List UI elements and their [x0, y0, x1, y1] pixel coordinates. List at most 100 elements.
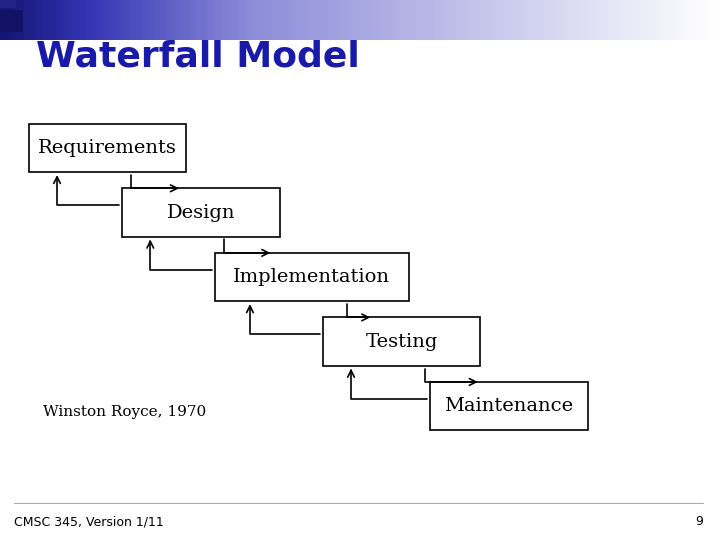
Bar [672, 0, 675, 40]
Bar [45, 0, 49, 40]
Bar [296, 0, 300, 40]
Bar [237, 0, 239, 40]
Bar [619, 0, 622, 40]
Bar [371, 0, 374, 40]
Bar [521, 0, 524, 40]
Bar [36, 0, 39, 40]
Bar [129, 0, 132, 40]
Bar [196, 0, 199, 40]
Bar [353, 0, 357, 40]
Bar [497, 0, 500, 40]
Bar [366, 0, 369, 40]
Bar [294, 0, 297, 40]
Bar [328, 0, 331, 40]
Bar [148, 0, 151, 40]
Bar [52, 0, 56, 40]
Bar [206, 0, 209, 40]
Bar [604, 0, 608, 40]
Bar [715, 0, 717, 40]
Bar [122, 0, 125, 40]
Bar [310, 0, 314, 40]
Bar [624, 0, 627, 40]
Bar [483, 0, 486, 40]
Bar [504, 0, 508, 40]
Bar [253, 0, 257, 40]
Bar [387, 0, 390, 40]
Bar [652, 0, 655, 40]
Bar [404, 0, 407, 40]
Bar [690, 0, 694, 40]
Bar [153, 0, 156, 40]
Bar [88, 0, 92, 40]
Bar [368, 0, 371, 40]
Bar [397, 0, 400, 40]
Bar [473, 0, 476, 40]
Bar [597, 0, 601, 40]
Bar [373, 0, 376, 40]
Bar [179, 0, 182, 40]
Bar [445, 0, 447, 40]
Text: Design: Design [166, 203, 235, 222]
Bar [647, 0, 651, 40]
Bar [514, 0, 517, 40]
Bar [280, 0, 282, 40]
Bar [315, 0, 318, 40]
Bar [356, 0, 359, 40]
Bar [215, 0, 218, 40]
Bar [698, 0, 701, 40]
Bar [380, 0, 383, 40]
Bar [105, 0, 108, 40]
Bar [394, 0, 397, 40]
Bar [667, 0, 670, 40]
Bar [323, 317, 480, 366]
Bar [93, 0, 96, 40]
Bar [500, 0, 503, 40]
Bar [160, 0, 163, 40]
Bar [409, 0, 412, 40]
Bar [710, 0, 713, 40]
Bar [681, 0, 684, 40]
Bar [552, 0, 555, 40]
Bar [571, 0, 574, 40]
Bar [222, 0, 225, 40]
Bar [468, 0, 472, 40]
Bar [246, 0, 250, 40]
Bar [308, 0, 311, 40]
Bar [7, 0, 10, 40]
Bar [640, 0, 644, 40]
Bar [299, 0, 302, 40]
Bar [708, 0, 711, 40]
Bar [323, 0, 326, 40]
Bar [566, 0, 569, 40]
Bar [423, 0, 426, 40]
Bar [660, 0, 663, 40]
Bar [12, 0, 15, 40]
Bar [234, 0, 237, 40]
Bar [81, 0, 85, 40]
Bar [399, 0, 402, 40]
Bar [203, 0, 206, 40]
Bar [84, 0, 87, 40]
Bar [583, 0, 587, 40]
Bar [450, 0, 452, 40]
Bar [289, 0, 293, 40]
Bar [554, 0, 558, 40]
Bar [559, 0, 562, 40]
Bar [2, 0, 6, 40]
Bar [617, 0, 619, 40]
Bar [586, 0, 589, 40]
Bar [435, 0, 438, 40]
Bar [143, 0, 146, 40]
Bar [0, 0, 3, 40]
Bar [574, 0, 576, 40]
Bar [91, 0, 94, 40]
Bar [260, 0, 264, 40]
Bar [5, 0, 8, 40]
Bar [418, 0, 422, 40]
Bar [60, 0, 63, 40]
Bar [50, 0, 53, 40]
Text: Winston Royce, 1970: Winston Royce, 1970 [43, 405, 206, 419]
Bar [62, 0, 65, 40]
Bar [655, 0, 658, 40]
Bar [16, 0, 20, 40]
